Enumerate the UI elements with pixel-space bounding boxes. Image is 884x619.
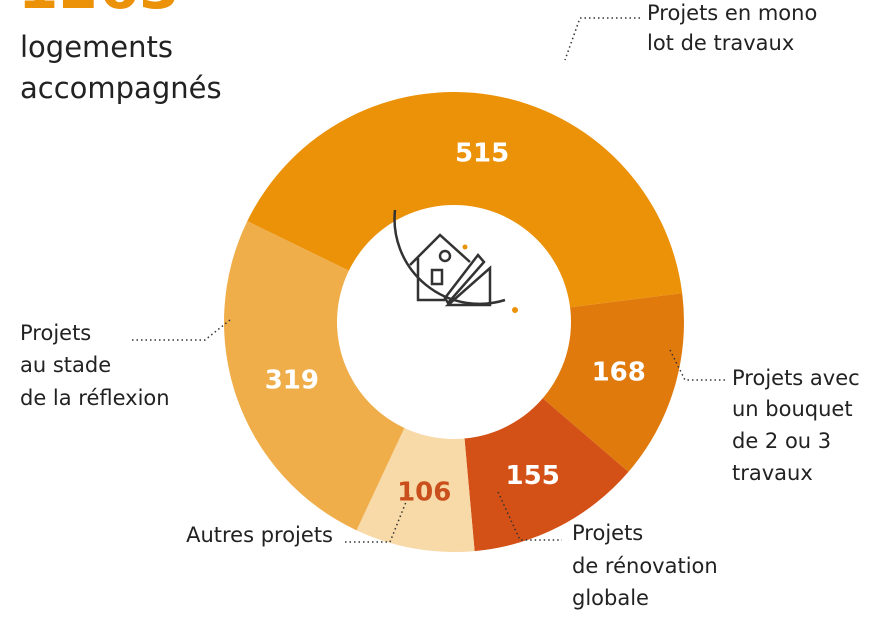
donut — [223, 91, 684, 552]
category-label: un bouquet — [732, 397, 853, 421]
category-label: Projets — [20, 321, 91, 345]
category-label: lot de travaux — [647, 31, 794, 55]
category-label: Projets avec — [732, 366, 860, 390]
category-label: de 2 ou 3 — [732, 429, 831, 453]
category-label: globale — [572, 586, 649, 610]
leader-line — [345, 491, 411, 543]
category-label: Projets — [572, 521, 643, 545]
category-label: Projets en mono — [647, 1, 817, 25]
category-label: de la réflexion — [20, 386, 170, 410]
leader-line — [564, 17, 640, 61]
donut-slice — [223, 221, 408, 531]
category-label: Autres projets — [186, 523, 333, 547]
value-label: 319 — [265, 365, 319, 395]
value-label: 155 — [506, 461, 560, 491]
category-label: travaux — [732, 461, 813, 485]
leader-line — [132, 319, 231, 341]
value-label: 168 — [592, 358, 646, 388]
subtitle-line: logements — [20, 30, 173, 64]
donut-slice — [247, 91, 683, 309]
hole — [337, 205, 571, 439]
chart-title: 1263 — [18, 0, 179, 22]
donut-slice — [537, 293, 684, 472]
category-label: de rénovation — [572, 554, 718, 578]
category-label: au stade — [20, 353, 111, 377]
donut-slice — [463, 393, 629, 552]
value-label: 515 — [455, 138, 509, 168]
value-label: 106 — [397, 477, 451, 507]
donut-slice — [356, 421, 475, 552]
center-icon — [393, 209, 518, 313]
subtitle-line: accompagnés — [20, 71, 222, 105]
